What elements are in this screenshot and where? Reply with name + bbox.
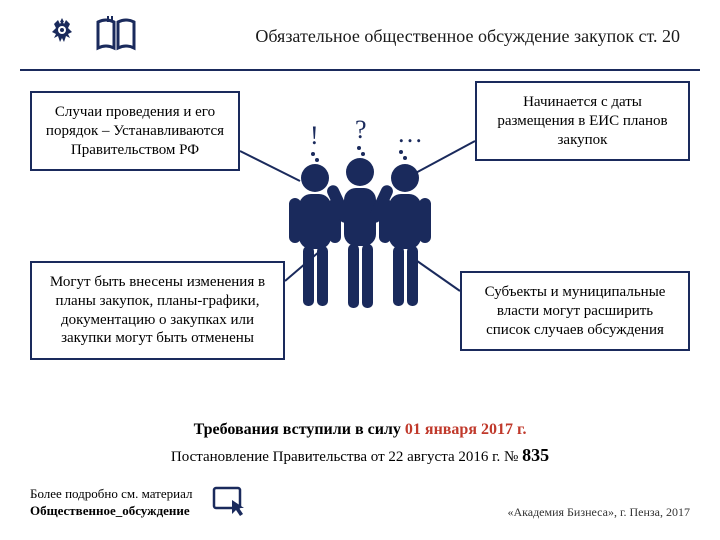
decree-number: 835 [522, 445, 549, 465]
svg-text:!: ! [310, 121, 319, 150]
req-date: 01 января 2017 г. [405, 421, 527, 438]
requirements-line: Требования вступили в силу 01 января 201… [30, 421, 690, 439]
header: Обязательное общественное обсуждение зак… [20, 0, 700, 71]
box-subjects: Субъекты и муниципальные власти могут ра… [460, 271, 690, 351]
box-cases: Случаи проведения и его порядок – Устана… [30, 91, 240, 171]
box-changes: Могут быть внесены изменения в планы зак… [30, 261, 285, 360]
bottom-bar: Более подробно см. материал Общественное… [0, 480, 720, 534]
header-icons [40, 12, 140, 61]
content-area: Случаи проведения и его порядок – Устана… [0, 71, 720, 421]
people-discussion-icon: ! ? … [275, 116, 445, 331]
more-info: Более подробно см. материал Общественное… [30, 486, 192, 520]
click-link-icon[interactable] [212, 486, 246, 520]
footer-text: Требования вступили в силу 01 января 201… [0, 421, 720, 466]
credit: «Академия Бизнеса», г. Пенза, 2017 [246, 505, 690, 520]
more-line1: Более подробно см. материал [30, 486, 192, 503]
more-line2: Общественное_обсуждение [30, 503, 192, 520]
eagle-icon [40, 12, 84, 61]
svg-text:?: ? [355, 116, 367, 144]
req-prefix: Требования вступили в силу [194, 421, 405, 438]
decree-prefix: Постановление Правительства от 22 август… [171, 449, 522, 465]
decree-line: Постановление Правительства от 22 август… [30, 445, 690, 466]
svg-text:…: … [397, 119, 423, 148]
book-icon [92, 12, 140, 61]
box-start: Начинается с даты размещения в ЕИС плано… [475, 81, 690, 161]
page-title: Обязательное общественное обсуждение зак… [140, 25, 680, 48]
